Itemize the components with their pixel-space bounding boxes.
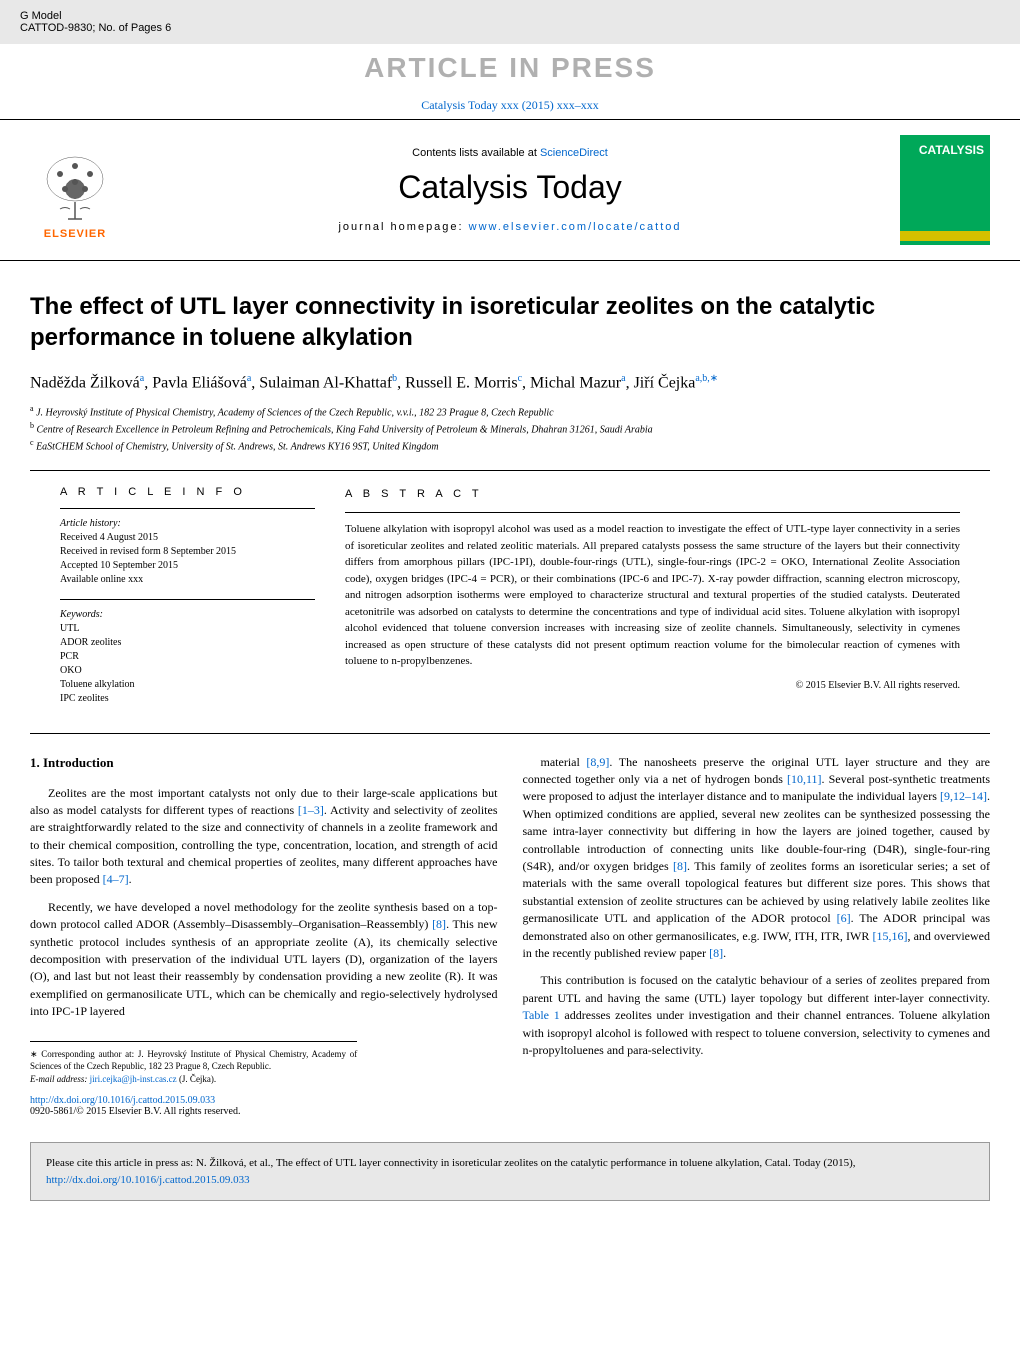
doi-section: http://dx.doi.org/10.1016/j.cattod.2015.… <box>0 1085 1020 1127</box>
article-info-heading: A R T I C L E I N F O <box>60 486 315 498</box>
author-name: Pavla Eliášová <box>152 375 247 392</box>
revised-date: Received in revised form 8 September 201… <box>60 545 315 559</box>
reference-link[interactable]: [8] <box>673 859 687 873</box>
author-affil-sup: c <box>518 373 522 384</box>
reference-link[interactable]: [6] <box>837 911 851 925</box>
content-divider <box>30 733 990 734</box>
email-address[interactable]: jiri.cejka@jh-inst.cas.cz <box>90 1074 177 1084</box>
online-date: Available online xxx <box>60 573 315 587</box>
keywords-label: Keywords: <box>60 608 315 622</box>
right-column: material [8,9]. The nanosheets preserve … <box>523 754 991 1086</box>
journal-title: Catalysis Today <box>120 169 900 206</box>
cite-text: Please cite this article in press as: N.… <box>46 1157 856 1169</box>
contents-label: Contents lists available at <box>412 147 540 159</box>
issn-copyright: 0920-5861/© 2015 Elsevier B.V. All right… <box>30 1106 990 1117</box>
journal-cover-thumbnail: CATALYSIS <box>900 135 990 245</box>
reference-link[interactable]: [1–3] <box>298 803 324 817</box>
keyword-item: PCR <box>60 650 315 664</box>
author-name: Jiří Čejka <box>634 375 696 392</box>
keyword-item: IPC zeolites <box>60 692 315 706</box>
corresponding-author: ∗ Corresponding author at: J. Heyrovský … <box>30 1048 357 1073</box>
doi-link[interactable]: http://dx.doi.org/10.1016/j.cattod.2015.… <box>30 1095 215 1106</box>
elsevier-tree-icon <box>40 154 110 224</box>
article-info-column: A R T I C L E I N F O Article history: R… <box>60 471 330 733</box>
article-in-press-banner: ARTICLE IN PRESS <box>0 44 1020 92</box>
homepage-label: journal homepage: <box>338 221 468 233</box>
affiliations-list: a J. Heyrovský Institute of Physical Che… <box>0 398 1020 470</box>
gmodel-text: G Model <box>20 10 62 22</box>
journal-header: ELSEVIER Contents lists available at Sci… <box>0 119 1020 261</box>
reference-link[interactable]: [4–7] <box>103 872 129 886</box>
abstract-copyright: © 2015 Elsevier B.V. All rights reserved… <box>345 678 960 693</box>
author-affil-sup: a <box>621 373 625 384</box>
reference-link[interactable]: [8] <box>432 917 446 931</box>
article-title: The effect of UTL layer connectivity in … <box>0 261 1020 363</box>
reference-link[interactable]: [9,12–14] <box>940 789 987 803</box>
info-divider-1 <box>60 508 315 509</box>
footnote-section: ∗ Corresponding author at: J. Heyrovský … <box>30 1041 357 1086</box>
affiliation-line: b Centre of Research Excellence in Petro… <box>30 420 990 437</box>
journal-homepage: journal homepage: www.elsevier.com/locat… <box>120 221 900 233</box>
reference-link[interactable]: [8] <box>709 946 723 960</box>
abstract-text: Toluene alkylation with isopropyl alcoho… <box>345 521 960 670</box>
body-paragraph: Zeolites are the most important catalyst… <box>30 785 498 889</box>
cite-url[interactable]: http://dx.doi.org/10.1016/j.cattod.2015.… <box>46 1174 250 1186</box>
cover-title: CATALYSIS <box>900 135 990 157</box>
sciencedirect-link[interactable]: ScienceDirect <box>540 147 608 159</box>
info-abstract-row: A R T I C L E I N F O Article history: R… <box>30 470 990 733</box>
author-name: Michal Mazur <box>530 375 621 392</box>
journal-center: Contents lists available at ScienceDirec… <box>120 147 900 233</box>
email-line: E-mail address: jiri.cejka@jh-inst.cas.c… <box>30 1073 357 1086</box>
abstract-divider <box>345 512 960 513</box>
email-after: (J. Čejka). <box>177 1074 217 1084</box>
email-label: E-mail address: <box>30 1074 90 1084</box>
cattod-code: CATTOD-9830; No. of Pages 6 <box>20 22 171 34</box>
contents-line: Contents lists available at ScienceDirec… <box>120 147 900 159</box>
author-affil-sup: a,b,∗ <box>695 373 718 384</box>
author-name: Naděžda Žilková <box>30 375 140 392</box>
history-label: Article history: <box>60 517 315 531</box>
elsevier-text: ELSEVIER <box>44 228 106 240</box>
affiliation-line: a J. Heyrovský Institute of Physical Che… <box>30 403 990 420</box>
accepted-date: Accepted 10 September 2015 <box>60 559 315 573</box>
abstract-heading: A B S T R A C T <box>345 486 960 503</box>
keywords-list: UTLADOR zeolitesPCROKOToluene alkylation… <box>60 622 315 706</box>
author-affil-sup: a <box>140 373 144 384</box>
reference-link[interactable]: [8,9] <box>586 755 609 769</box>
body-paragraph: material [8,9]. The nanosheets preserve … <box>523 754 991 963</box>
body-two-column: 1. Introduction Zeolites are the most im… <box>0 754 1020 1086</box>
author-affil-sup: a <box>247 373 251 384</box>
keywords-block: Keywords: UTLADOR zeolitesPCROKOToluene … <box>60 608 315 706</box>
body-paragraph: Recently, we have developed a novel meth… <box>30 899 498 1021</box>
table-reference[interactable]: Table 1 <box>523 1008 560 1022</box>
keyword-item: UTL <box>60 622 315 636</box>
info-divider-2 <box>60 599 315 600</box>
left-paragraphs: Zeolites are the most important catalyst… <box>30 785 498 1021</box>
keyword-item: OKO <box>60 664 315 678</box>
elsevier-logo: ELSEVIER <box>30 140 120 240</box>
cite-box: Please cite this article in press as: N.… <box>30 1142 990 1201</box>
affiliation-line: c EaStCHEM School of Chemistry, Universi… <box>30 437 990 454</box>
introduction-heading: 1. Introduction <box>30 754 498 773</box>
reference-link[interactable]: [15,16] <box>872 929 907 943</box>
keyword-item: ADOR zeolites <box>60 636 315 650</box>
abstract-column: A B S T R A C T Toluene alkylation with … <box>330 471 960 733</box>
author-name: Sulaiman Al-Khattaf <box>259 375 392 392</box>
reference-link[interactable]: [10,11] <box>787 772 822 786</box>
author-affil-sup: b <box>392 373 397 384</box>
right-paragraphs: material [8,9]. The nanosheets preserve … <box>523 754 991 1060</box>
author-name: Russell E. Morris <box>405 375 517 392</box>
homepage-url[interactable]: www.elsevier.com/locate/cattod <box>469 221 682 233</box>
keyword-item: Toluene alkylation <box>60 678 315 692</box>
received-date: Received 4 August 2015 <box>60 531 315 545</box>
body-paragraph: This contribution is focused on the cata… <box>523 972 991 1059</box>
history-block: Article history: Received 4 August 2015 … <box>60 517 315 587</box>
g-model-label: G Model CATTOD-9830; No. of Pages 6 <box>20 10 171 34</box>
citation-link[interactable]: Catalysis Today xxx (2015) xxx–xxx <box>421 98 599 112</box>
citation-line: Catalysis Today xxx (2015) xxx–xxx <box>0 92 1020 119</box>
model-header-bar: G Model CATTOD-9830; No. of Pages 6 <box>0 0 1020 44</box>
left-column: 1. Introduction Zeolites are the most im… <box>30 754 498 1086</box>
authors-list: Naděžda Žilkováa, Pavla Eliášováa, Sulai… <box>0 363 1020 397</box>
cover-yellow-bar <box>900 231 990 241</box>
